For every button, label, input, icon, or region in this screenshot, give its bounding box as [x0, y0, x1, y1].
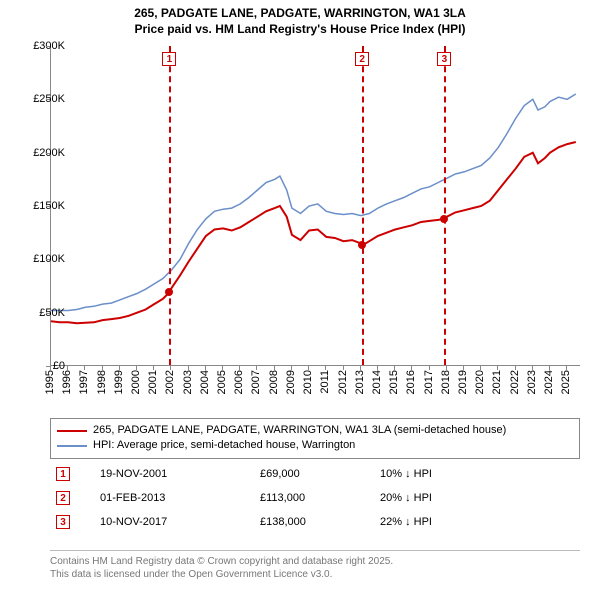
- sale-marker-3: 3: [56, 515, 70, 529]
- xtick-label: 2014: [371, 370, 383, 394]
- ytick-label: £300K: [17, 40, 65, 52]
- xtick-label: 2023: [526, 370, 538, 394]
- xtick-label: 1999: [113, 370, 125, 394]
- attribution-line-1: Contains HM Land Registry data © Crown c…: [50, 555, 580, 568]
- sale-vline-2: [362, 46, 364, 365]
- xtick-label: 2009: [285, 370, 297, 394]
- sale-delta: 22% ↓ HPI: [380, 516, 580, 528]
- ytick-label: £150K: [17, 200, 65, 212]
- sale-price: £69,000: [260, 468, 380, 480]
- xtick-label: 2000: [130, 370, 142, 394]
- chart-svg: [51, 46, 581, 366]
- xtick-label: 2022: [509, 370, 521, 394]
- sale-marker-box-1: 1: [162, 52, 176, 66]
- xtick-label: 2018: [440, 370, 452, 394]
- xtick-label: 2017: [423, 370, 435, 394]
- xtick-label: 1998: [96, 370, 108, 394]
- ytick-label: £250K: [17, 93, 65, 105]
- xtick-label: 2002: [164, 370, 176, 394]
- legend-row-hpi: HPI: Average price, semi-detached house,…: [57, 438, 573, 453]
- legend-label-hpi: HPI: Average price, semi-detached house,…: [93, 438, 355, 453]
- sale-delta: 20% ↓ HPI: [380, 492, 580, 504]
- sale-date: 19-NOV-2001: [100, 468, 260, 480]
- sale-point-1: [165, 288, 173, 296]
- sale-marker-2: 2: [56, 491, 70, 505]
- xtick-label: 2010: [302, 370, 314, 394]
- ytick-label: £0: [17, 360, 65, 372]
- attribution-line-2: This data is licensed under the Open Gov…: [50, 568, 580, 581]
- sale-price: £113,000: [260, 492, 380, 504]
- sale-point-3: [440, 215, 448, 223]
- ytick-label: £200K: [17, 147, 65, 159]
- legend-label-price-paid: 265, PADGATE LANE, PADGATE, WARRINGTON, …: [93, 423, 506, 438]
- xtick-label: 2025: [560, 370, 572, 394]
- sales-table: 1 19-NOV-2001 £69,000 10% ↓ HPI 2 01-FEB…: [50, 462, 580, 534]
- attribution: Contains HM Land Registry data © Crown c…: [50, 550, 580, 581]
- xtick-label: 2012: [337, 370, 349, 394]
- sale-date: 01-FEB-2013: [100, 492, 260, 504]
- xtick-label: 2001: [147, 370, 159, 394]
- sale-price: £138,000: [260, 516, 380, 528]
- xtick-label: 1995: [44, 370, 56, 394]
- xtick-label: 2003: [182, 370, 194, 394]
- chart-plot-area: 1 2 3: [50, 46, 580, 366]
- title-line-2: Price paid vs. HM Land Registry's House …: [10, 22, 590, 38]
- sale-marker-1: 1: [56, 467, 70, 481]
- chart-title-block: 265, PADGATE LANE, PADGATE, WARRINGTON, …: [0, 0, 600, 39]
- xtick-label: 1996: [61, 370, 73, 394]
- sales-row: 2 01-FEB-2013 £113,000 20% ↓ HPI: [50, 486, 580, 510]
- sale-point-2: [358, 241, 366, 249]
- xtick-label: 2006: [233, 370, 245, 394]
- xtick-label: 2004: [199, 370, 211, 394]
- xtick-label: 2020: [474, 370, 486, 394]
- xtick-label: 2013: [354, 370, 366, 394]
- sales-row: 1 19-NOV-2001 £69,000 10% ↓ HPI: [50, 462, 580, 486]
- series-line-hpi: [51, 94, 576, 311]
- xtick-label: 2007: [250, 370, 262, 394]
- legend-swatch-hpi: [57, 445, 87, 447]
- sale-date: 10-NOV-2017: [100, 516, 260, 528]
- ytick-label: £50K: [17, 307, 65, 319]
- sale-marker-box-3: 3: [437, 52, 451, 66]
- sale-marker-box-2: 2: [355, 52, 369, 66]
- xtick-label: 2008: [268, 370, 280, 394]
- sale-delta: 10% ↓ HPI: [380, 468, 580, 480]
- sale-vline-1: [169, 46, 171, 365]
- xtick-label: 2019: [457, 370, 469, 394]
- legend-row-price-paid: 265, PADGATE LANE, PADGATE, WARRINGTON, …: [57, 423, 573, 438]
- xtick-label: 2021: [491, 370, 503, 394]
- xtick-label: 2015: [388, 370, 400, 394]
- ytick-label: £100K: [17, 253, 65, 265]
- legend-swatch-price-paid: [57, 430, 87, 432]
- xtick-label: 2005: [216, 370, 228, 394]
- title-line-1: 265, PADGATE LANE, PADGATE, WARRINGTON, …: [10, 6, 590, 22]
- xtick-label: 2024: [543, 370, 555, 394]
- xtick-label: 1997: [78, 370, 90, 394]
- xtick-label: 2016: [405, 370, 417, 394]
- legend: 265, PADGATE LANE, PADGATE, WARRINGTON, …: [50, 418, 580, 459]
- sales-row: 3 10-NOV-2017 £138,000 22% ↓ HPI: [50, 510, 580, 534]
- sale-vline-3: [444, 46, 446, 365]
- xtick-label: 2011: [319, 370, 331, 394]
